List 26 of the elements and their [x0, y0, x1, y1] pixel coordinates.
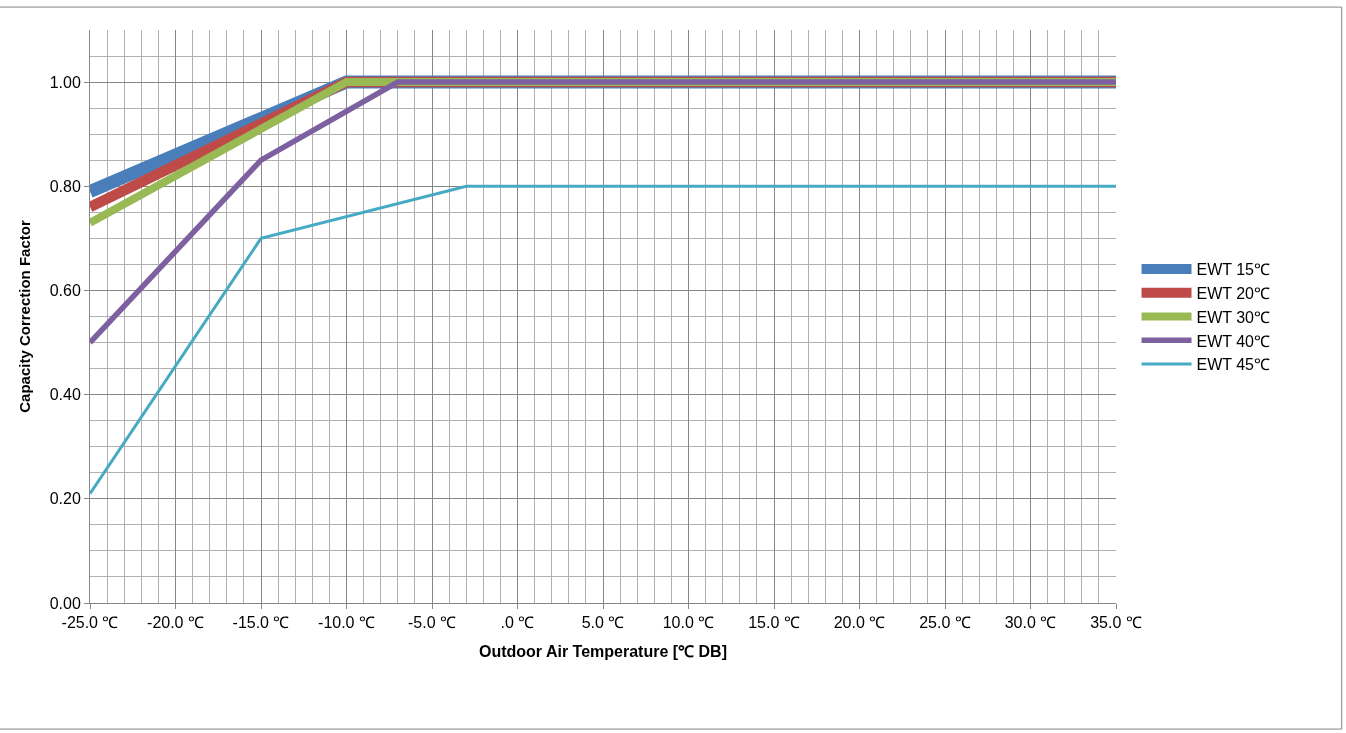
y-tick-label: 0.60: [49, 282, 81, 300]
x-tick-label: -15.0 ℃: [232, 614, 290, 632]
x-tick-label: 5.0 ℃: [581, 614, 625, 632]
y-tick-label: 0.40: [49, 386, 81, 404]
legend-label: EWT 40℃: [1196, 332, 1271, 350]
x-axis-title: Outdoor Air Temperature [℃ DB]: [478, 642, 728, 660]
legend-label: EWT 15℃: [1196, 261, 1271, 279]
x-tick-label: 25.0 ℃: [919, 614, 971, 632]
x-tick-label: -10.0 ℃: [318, 614, 375, 632]
x-tick-label: -5.0 ℃: [407, 614, 457, 632]
x-tick-label: 35.0 ℃: [1090, 614, 1142, 632]
legend-label: EWT 20℃: [1196, 284, 1271, 302]
x-tick-label: .0 ℃: [500, 614, 535, 632]
y-tick-label: 0.80: [49, 177, 81, 195]
y-tick-label: 1.00: [49, 73, 81, 91]
x-tick-label: 10.0 ℃: [662, 614, 715, 632]
x-tick-label: -25.0 ℃: [61, 614, 119, 632]
y-axis-title: Capacity Correction Factor: [15, 220, 33, 413]
legend-label: EWT 30℃: [1196, 308, 1271, 326]
x-tick-label: -20.0 ℃: [147, 614, 204, 632]
x-tick-label: 20.0 ℃: [833, 614, 886, 632]
x-tick-label: 30.0 ℃: [1004, 614, 1057, 632]
legend-label: EWT 45℃: [1196, 356, 1271, 374]
x-tick-label: 15.0 ℃: [748, 614, 800, 632]
y-tick-label: 0.20: [49, 490, 81, 508]
y-tick-label: 0.00: [49, 594, 81, 612]
